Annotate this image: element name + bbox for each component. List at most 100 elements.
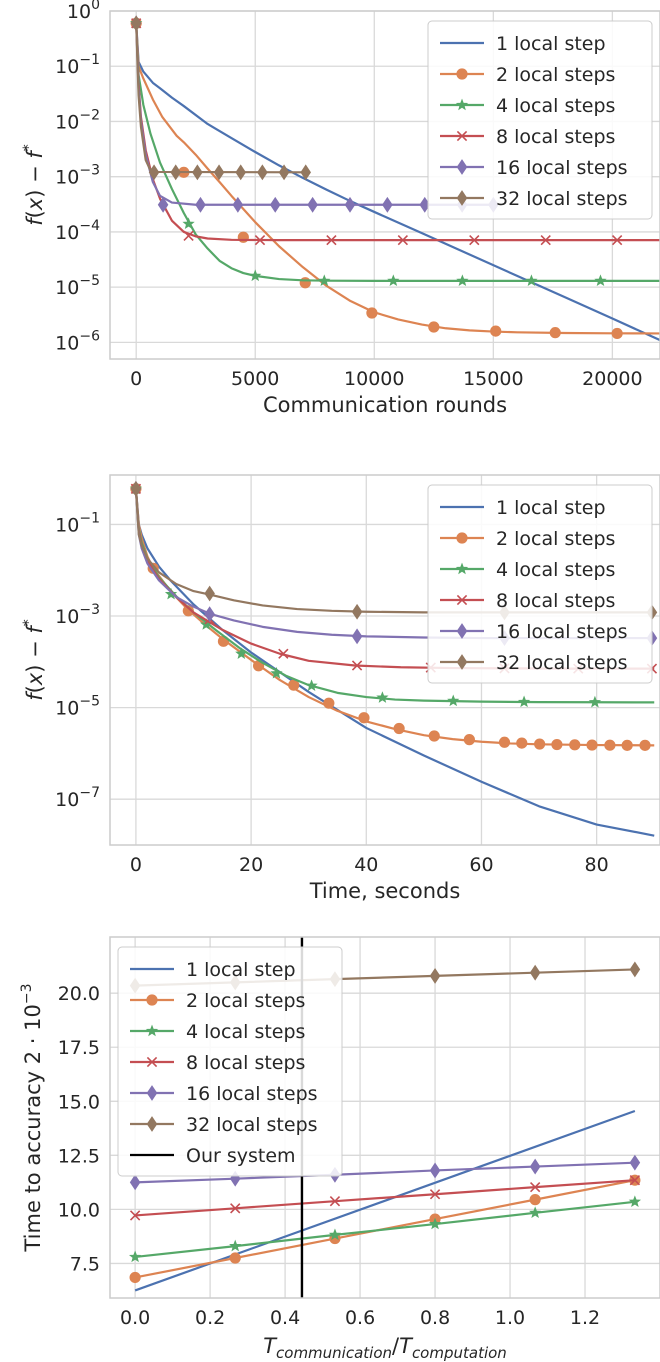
- y-tick-base: 10: [55, 277, 79, 299]
- series-marker-3: [588, 695, 602, 708]
- series-marker-6: [429, 967, 441, 984]
- series-marker-6: [257, 164, 268, 181]
- series-marker-2: [490, 325, 502, 337]
- series-line-3: [135, 1200, 636, 1259]
- y-tick-exponent: −2: [79, 107, 100, 123]
- x-tick-label: 1.2: [570, 1307, 600, 1329]
- legend-marker: [456, 190, 468, 206]
- series-marker-6: [148, 164, 160, 181]
- series-marker-3: [128, 1250, 142, 1263]
- legend-label: 32 local steps: [186, 1114, 318, 1136]
- series-group: [130, 15, 660, 342]
- y-label-paren: (: [23, 210, 47, 218]
- series-marker-2: [549, 327, 561, 339]
- series-marker-4: [529, 1181, 541, 1193]
- y-tick-label: 10−1: [55, 510, 100, 536]
- x-axis-label: Communication rounds: [263, 393, 507, 417]
- y-label-fstar: f: [23, 148, 47, 159]
- legend-label: 32 local steps: [496, 652, 628, 674]
- x-label-sub2: computation: [412, 1344, 507, 1362]
- y-tick-label: 10−6: [55, 328, 100, 354]
- series-marker-2: [639, 739, 651, 751]
- series-marker-2: [569, 739, 581, 751]
- legend-label: 4 local steps: [186, 1021, 305, 1043]
- y-tick-exponent: −6: [79, 328, 100, 344]
- y-label-text: Time to accuracy 2 · 10: [21, 1004, 45, 1252]
- series-marker-5: [204, 606, 215, 623]
- series-marker-4: [183, 230, 194, 241]
- series-marker-4: [129, 1210, 141, 1221]
- x-tick-label: 0.6: [345, 1307, 375, 1329]
- series-marker-4: [397, 234, 409, 246]
- legend-marker: [146, 1085, 158, 1101]
- series-marker-2: [604, 739, 616, 751]
- series-line-1: [134, 488, 655, 837]
- series-marker-2: [611, 327, 623, 340]
- y-label-exponent: −3: [19, 984, 35, 1005]
- legend-label: 8 local steps: [496, 126, 615, 148]
- y-tick-base: 10: [55, 167, 79, 189]
- series-marker-5: [232, 196, 244, 213]
- legend-label: 8 local steps: [496, 590, 615, 612]
- y-tick-exponent: −4: [79, 218, 100, 234]
- series-marker-2: [428, 321, 440, 333]
- legend-box: [117, 946, 343, 1177]
- y-axis-label: f(x) − f*: [21, 619, 47, 701]
- legend-label: 1 local step: [496, 33, 606, 55]
- series-marker-3: [594, 274, 607, 287]
- series-marker-3: [182, 217, 195, 230]
- series-marker-2: [498, 736, 511, 748]
- y-tick-base: 10: [55, 606, 79, 628]
- legend: 1 local step 2 local steps 4 local steps 8 …: [117, 946, 343, 1177]
- series-marker-3: [387, 274, 400, 287]
- legend-marker: [146, 1056, 158, 1068]
- legend-box: [427, 484, 653, 684]
- series-marker-6: [130, 480, 142, 497]
- legend-label: 4 local steps: [496, 95, 615, 117]
- y-tick-exponent: −7: [79, 785, 100, 801]
- series-marker-4: [611, 234, 623, 246]
- y-label-paren: (: [23, 685, 47, 693]
- series-marker-2: [428, 730, 440, 742]
- x-tick-label: 0: [130, 368, 142, 390]
- series-marker-6: [529, 964, 541, 981]
- chart-3: 0.0 0.2 0.4 0.6 0.8 1.0 1.2 7.5 10.0 12.5 15.0 17.5…: [19, 936, 660, 1362]
- x-tick-label: 60: [469, 854, 493, 876]
- legend-marker: [456, 130, 468, 142]
- y-tick-label: 7.5: [70, 1253, 100, 1275]
- y-tick-base: 10: [55, 514, 79, 536]
- chart-1: 0 5000 10000 15000 2000010−610−510−410−310−2…: [21, 0, 660, 417]
- series-marker-6: [351, 603, 363, 620]
- y-axis-label: f(x) − f*: [21, 144, 47, 226]
- series-marker-5: [429, 1162, 441, 1179]
- y-tick-exponent: −3: [79, 163, 100, 179]
- y-tick-label: 20.0: [58, 983, 100, 1005]
- y-tick-exponent: −1: [79, 52, 100, 68]
- x-tick-label: 15000: [463, 368, 523, 390]
- legend-marker: [456, 159, 468, 175]
- series-marker-2: [551, 738, 563, 751]
- plot-frame: [109, 474, 660, 846]
- legend-marker: [145, 1024, 159, 1037]
- y-tick-label: 10−5: [55, 694, 100, 720]
- y-label-x: x: [23, 672, 47, 686]
- y-tick-label: 10−5: [55, 273, 100, 299]
- series-marker-2: [366, 307, 378, 319]
- series-marker-3: [229, 1239, 242, 1252]
- series-marker-5: [344, 196, 356, 213]
- x-axis-label: Time, seconds: [309, 879, 461, 903]
- series-marker-3: [235, 647, 248, 659]
- y-tick-exponent: −3: [79, 602, 100, 618]
- legend-marker: [456, 532, 468, 544]
- series-marker-3: [447, 694, 460, 707]
- series-marker-4: [329, 1195, 341, 1207]
- x-tick-label: 0: [130, 854, 142, 876]
- plot-frame: [109, 10, 660, 360]
- y-tick-base: 10: [55, 332, 79, 354]
- y-label-fstar: f: [23, 623, 47, 634]
- x-tick-label: 80: [585, 854, 609, 876]
- series-marker-2: [299, 277, 311, 289]
- legend-label: 16 local steps: [496, 621, 628, 643]
- legend-box: [427, 20, 653, 220]
